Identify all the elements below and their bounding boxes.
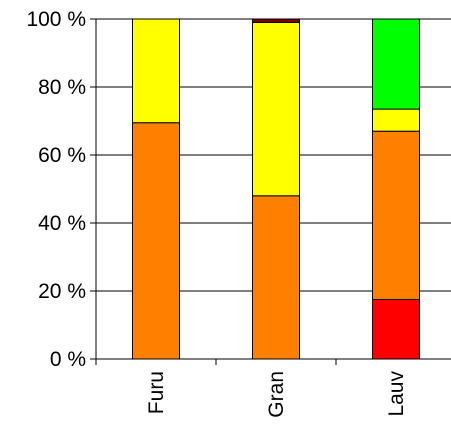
bar-segment-gran-1 — [252, 195, 300, 360]
bar-segment-lauv-0 — [372, 299, 420, 360]
axes — [90, 18, 451, 365]
bar-segment-gran-2 — [252, 21, 300, 197]
x-category-label-gran: Gran — [265, 371, 288, 418]
bar-segment-lauv-3 — [372, 18, 420, 110]
y-tick-label: 20 % — [38, 280, 86, 303]
bar-segment-furu-2 — [132, 18, 180, 124]
bar-segment-gran-4 — [252, 18, 300, 23]
x-category-labels: Furu Gran Lauv — [145, 371, 408, 418]
y-tick-label: 0 % — [50, 348, 86, 371]
bar-segment-lauv-2 — [372, 108, 420, 132]
y-tick-label: 40 % — [38, 212, 86, 235]
bar-segment-lauv-1 — [372, 130, 420, 300]
y-tick-label: 100 % — [26, 8, 86, 31]
x-category-label-furu: Furu — [145, 371, 168, 414]
bars — [132, 18, 420, 360]
y-tick-label: 60 % — [38, 144, 86, 167]
x-category-label-lauv: Lauv — [385, 371, 408, 417]
y-tick-labels: 0 % 20 % 40 % 60 % 80 % 100 % — [26, 8, 86, 371]
bar-segment-furu-1 — [132, 122, 180, 360]
y-tick-label: 80 % — [38, 76, 86, 99]
